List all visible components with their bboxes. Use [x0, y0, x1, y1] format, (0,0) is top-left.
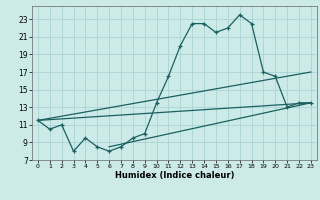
X-axis label: Humidex (Indice chaleur): Humidex (Indice chaleur)	[115, 171, 234, 180]
